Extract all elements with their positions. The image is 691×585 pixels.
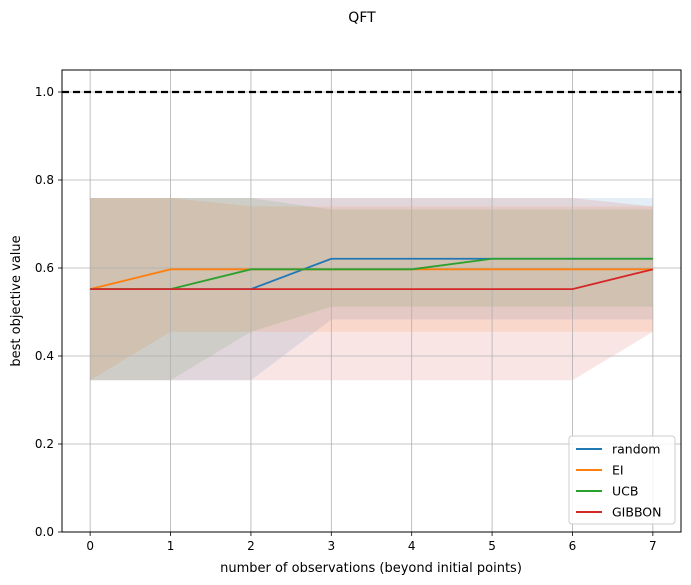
x-tick-label: 7 xyxy=(649,539,657,553)
series-line-gibbon xyxy=(90,268,654,291)
y-tick-label: 0.2 xyxy=(35,437,54,451)
legend: random EI UCB GIBBON xyxy=(568,435,676,525)
y-tick-label: 0.0 xyxy=(35,525,54,539)
x-tick-label: 0 xyxy=(86,539,94,553)
plot-frame xyxy=(61,69,682,533)
x-tick-label: 6 xyxy=(569,539,577,553)
y-tick-label: 0.8 xyxy=(35,173,54,187)
y-tick-label: 0.6 xyxy=(35,261,54,275)
y-axis-ticks: 0.0 0.2 0.4 0.6 0.8 1.0 xyxy=(35,85,62,539)
x-tick-label: 3 xyxy=(327,539,335,553)
legend-label-ucb: UCB xyxy=(612,484,638,499)
x-axis-label: number of observations (beyond initial p… xyxy=(220,561,522,576)
y-tick-label: 1.0 xyxy=(35,85,54,99)
x-tick-label: 2 xyxy=(247,539,255,553)
series-line-ucb xyxy=(90,257,653,291)
x-tick-label: 5 xyxy=(488,539,496,553)
legend-box xyxy=(568,435,676,525)
chart-title: QFT xyxy=(348,10,376,26)
legend-label-random: random xyxy=(612,442,660,457)
legend-label-ei: EI xyxy=(612,463,624,478)
y-tick-label: 0.4 xyxy=(35,349,54,363)
x-tick-label: 4 xyxy=(408,539,416,553)
series-lines xyxy=(89,257,654,291)
legend-label-gibbon: GIBBON xyxy=(612,505,662,520)
y-axis-label: best objective value xyxy=(9,235,24,366)
x-tick-label: 1 xyxy=(167,539,175,553)
x-axis-ticks: 0 1 2 3 4 5 6 7 xyxy=(86,532,657,553)
